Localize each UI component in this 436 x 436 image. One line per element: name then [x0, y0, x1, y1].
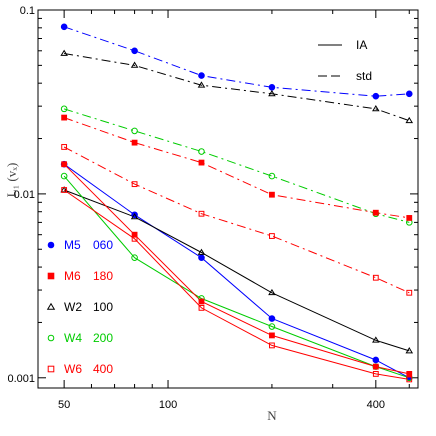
data-point-w2-std	[372, 104, 380, 112]
data-point-m6-std	[131, 139, 138, 146]
data-point-w2-std	[268, 89, 276, 97]
data-point-m5-ia	[198, 254, 205, 261]
lines-layer	[63, 26, 410, 380]
data-point-m5-std	[131, 47, 138, 55]
legend-value-label: 060	[93, 238, 113, 252]
data-point-w6-std	[406, 289, 413, 296]
data-point-w2-ia	[372, 336, 380, 343]
data-point-w4-ia	[60, 172, 68, 180]
legend-style-label: std	[356, 69, 372, 83]
data-point-m6-ia	[406, 370, 413, 377]
data-point-w6-ia	[269, 342, 275, 349]
series-line-w2-std	[64, 53, 410, 122]
ticks-layer: 50 100 400 0.1 0.01 0.001	[7, 5, 418, 411]
data-point-w2-ia	[130, 213, 139, 220]
data-point-w6-ia	[131, 235, 138, 242]
data-point-m6-std	[372, 209, 379, 216]
series-line-m5-std	[63, 26, 410, 97]
legend-marker	[46, 302, 56, 310]
data-point-m6-std	[198, 159, 205, 166]
data-point-w4-std	[198, 148, 205, 155]
series-line-w4-std	[63, 108, 410, 223]
data-point-m5-ia	[372, 356, 380, 364]
legend-layer: IA std M5 060 M6 180 W2 100 W4 200 W6 400	[46, 38, 372, 376]
data-point-m6-std	[406, 215, 413, 221]
data-point-m5-std	[405, 90, 413, 98]
y-tick-label: 0.1	[20, 5, 35, 17]
data-point-w2-std	[405, 116, 414, 124]
data-point-w6-std	[372, 274, 379, 281]
data-point-w6-ia	[61, 187, 68, 193]
series-line-w6-ia	[63, 189, 410, 380]
data-point-w6-ia	[198, 304, 205, 311]
y-axis-title: L₁ (vₓ)	[4, 163, 19, 198]
series-line-m6-ia	[63, 163, 410, 375]
markers-layer	[60, 23, 414, 383]
data-point-w6-std	[269, 233, 275, 239]
data-point-m6-ia	[269, 332, 275, 339]
series-line-m5-ia	[63, 163, 410, 379]
data-point-w6-std	[61, 144, 68, 150]
data-point-w4-std	[268, 172, 276, 180]
legend-model-label: W2	[64, 300, 82, 314]
x-tick-label: 50	[58, 399, 70, 411]
x-axis-title: N	[267, 408, 277, 423]
data-point-m6-std	[61, 114, 68, 121]
data-point-m5-std	[198, 72, 205, 79]
y-tick-label: 0.01	[14, 189, 35, 201]
series-line-m6-std	[63, 117, 410, 219]
data-point-m6-ia	[61, 161, 68, 168]
x-tick-label: 100	[159, 399, 177, 411]
data-point-w6-ia	[406, 376, 413, 383]
series-line-w2-ia	[63, 189, 410, 352]
data-point-m6-ia	[131, 231, 138, 238]
data-point-w4-ia	[268, 323, 276, 330]
legend-value-label: 180	[93, 269, 113, 283]
legend-model-label: M6	[64, 269, 81, 283]
legend-marker	[47, 365, 55, 373]
data-point-w2-ia	[268, 288, 276, 296]
legend-value-label: 200	[93, 331, 113, 345]
legend-marker	[47, 334, 55, 342]
plot-frame	[37, 9, 419, 389]
data-point-w6-ia	[372, 370, 379, 377]
data-point-m6-ia	[372, 363, 379, 370]
data-point-w2-std	[197, 81, 206, 88]
y-tick-label: 0.001	[7, 373, 35, 385]
legend-value-label: 100	[93, 300, 113, 314]
data-point-m6-ia	[198, 298, 205, 305]
series-line-w4-ia	[63, 175, 410, 379]
data-point-m6-std	[269, 191, 275, 198]
legend-value-label: 400	[93, 362, 113, 376]
data-point-m5-ia	[268, 315, 276, 322]
data-point-w6-std	[198, 210, 205, 217]
legend-model-label: M5	[64, 238, 81, 252]
legend-marker	[47, 241, 55, 249]
legend-marker	[47, 272, 55, 280]
data-point-w2-std	[130, 61, 139, 68]
data-point-w2-ia	[405, 347, 414, 354]
data-point-w4-ia	[131, 254, 138, 261]
data-point-w4-std	[131, 127, 138, 135]
data-point-w4-std	[60, 105, 68, 113]
data-point-w2-ia	[197, 248, 206, 255]
data-point-w6-std	[131, 181, 138, 188]
data-point-m5-std	[268, 83, 276, 91]
series-line-w6-std	[63, 146, 410, 294]
legend-style-label: IA	[356, 38, 367, 52]
legend-model-label: W6	[64, 362, 82, 376]
data-point-m5-std	[60, 23, 68, 31]
data-point-w2-std	[60, 49, 68, 56]
data-point-m5-std	[372, 92, 380, 100]
x-tick-label: 400	[367, 399, 385, 411]
legend-model-label: W4	[64, 331, 82, 345]
